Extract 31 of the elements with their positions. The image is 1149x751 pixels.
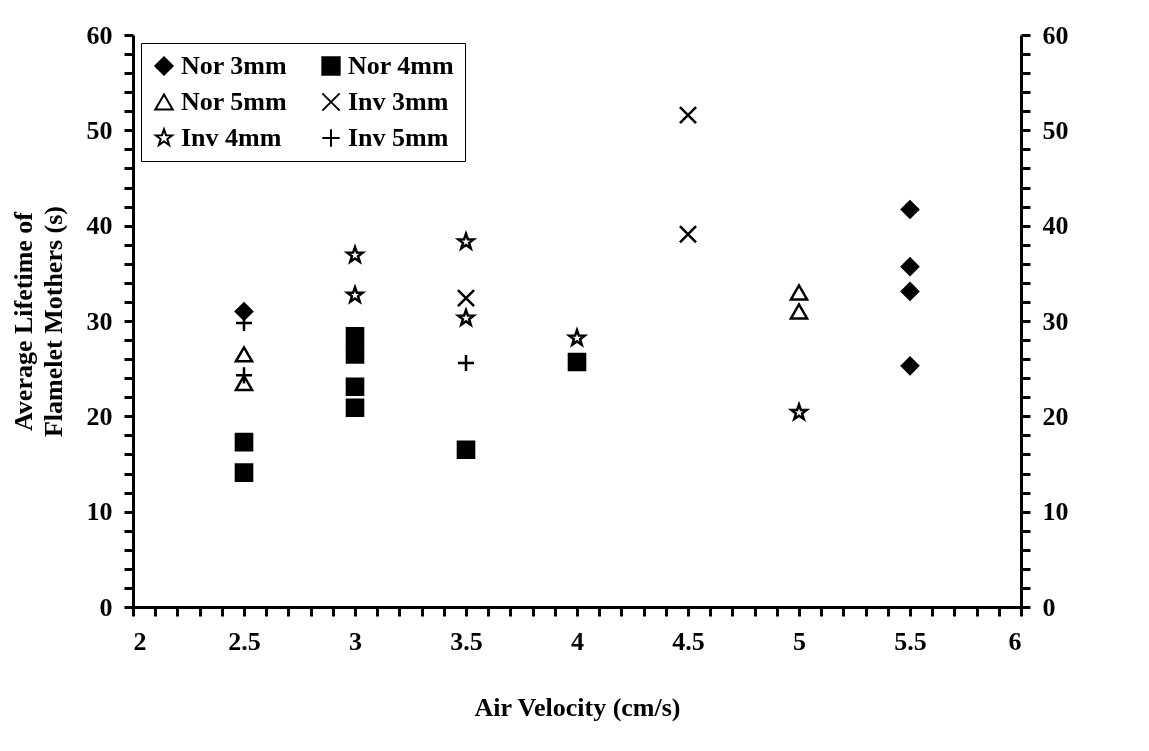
y2-tick-label: 30 [1042,306,1069,336]
legend-label: Nor 3mm [181,51,287,80]
y2-tick-label: 0 [1042,592,1056,622]
y2-tick-label: 50 [1042,115,1069,145]
y-tick-label: 10 [86,497,113,527]
x-tick-label: 4.5 [672,626,705,656]
legend-label: Nor 5mm [181,87,287,116]
y2-tick-label: 10 [1042,497,1069,527]
y-tick-label: 60 [86,20,113,50]
x-tick-label: 3.5 [450,626,483,656]
y-tick-label: 0 [99,592,113,622]
y-tick-label: 40 [86,211,113,241]
x-tick-label: 4 [571,626,584,656]
legend-label: Inv 4mm [181,123,282,152]
y-tick-label: 30 [86,306,113,336]
x-tick-label: 6 [1008,626,1022,656]
y2-tick-label: 60 [1042,20,1069,50]
y-axis-title: Average Lifetime of Flamelet Mothers (s) [8,205,68,438]
y2-tick-label: 20 [1042,401,1069,431]
y-tick-label: 20 [86,401,113,431]
x-tick-label: 2.5 [228,626,261,656]
x-tick-label: 3 [349,626,362,656]
legend-label: Inv 3mm [348,87,449,116]
x-tick-label: 5.5 [894,626,927,656]
legend-label: Nor 4mm [348,51,454,80]
legend-label: Inv 5mm [348,123,449,152]
x-tick-label: 5 [793,626,806,656]
x-tick-label: 2 [133,626,147,656]
y2-tick-label: 40 [1042,211,1069,241]
y-tick-label: 50 [86,115,113,145]
x-axis-title: Air Velocity (cm/s) [474,692,681,722]
